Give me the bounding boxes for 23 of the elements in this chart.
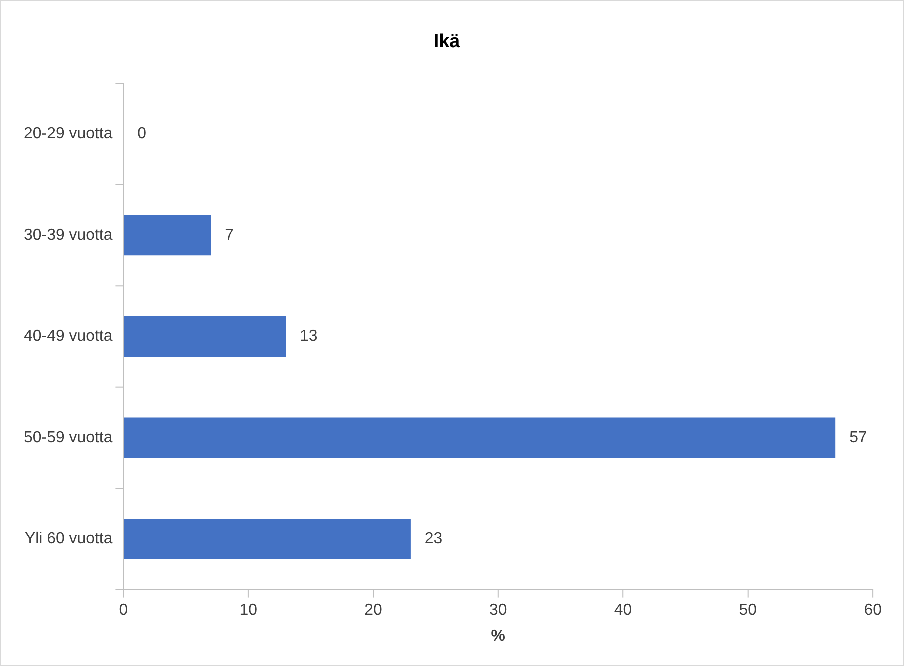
y-tick-label: 30-39 vuotta (24, 226, 113, 244)
y-tick-label: 20-29 vuotta (24, 126, 113, 143)
bar (124, 518, 411, 560)
data-label: 13 (300, 328, 318, 346)
data-label: 7 (225, 226, 234, 244)
data-label: 0 (138, 126, 147, 143)
y-tick-label: Yli 60 vuotta (24, 530, 113, 548)
bar (124, 215, 212, 256)
x-axis-title: % (491, 628, 506, 645)
x-tick-label: 40 (614, 602, 632, 619)
x-tick-label: 60 (864, 602, 882, 619)
x-tick-label: 20 (364, 602, 382, 619)
y-tick-label: 40-49 vuotta (24, 328, 113, 346)
data-label: 57 (850, 429, 868, 446)
chart-title: Ikä (434, 32, 461, 52)
x-tick-label: 30 (490, 602, 508, 619)
x-tick-label: 50 (739, 602, 758, 619)
bar (124, 418, 836, 458)
y-tick-label: 50-59 vuotta (24, 429, 113, 446)
data-label: 23 (424, 530, 443, 548)
x-tick-label: 0 (119, 602, 128, 619)
bar (124, 316, 286, 357)
x-tick-label: 10 (240, 602, 258, 619)
